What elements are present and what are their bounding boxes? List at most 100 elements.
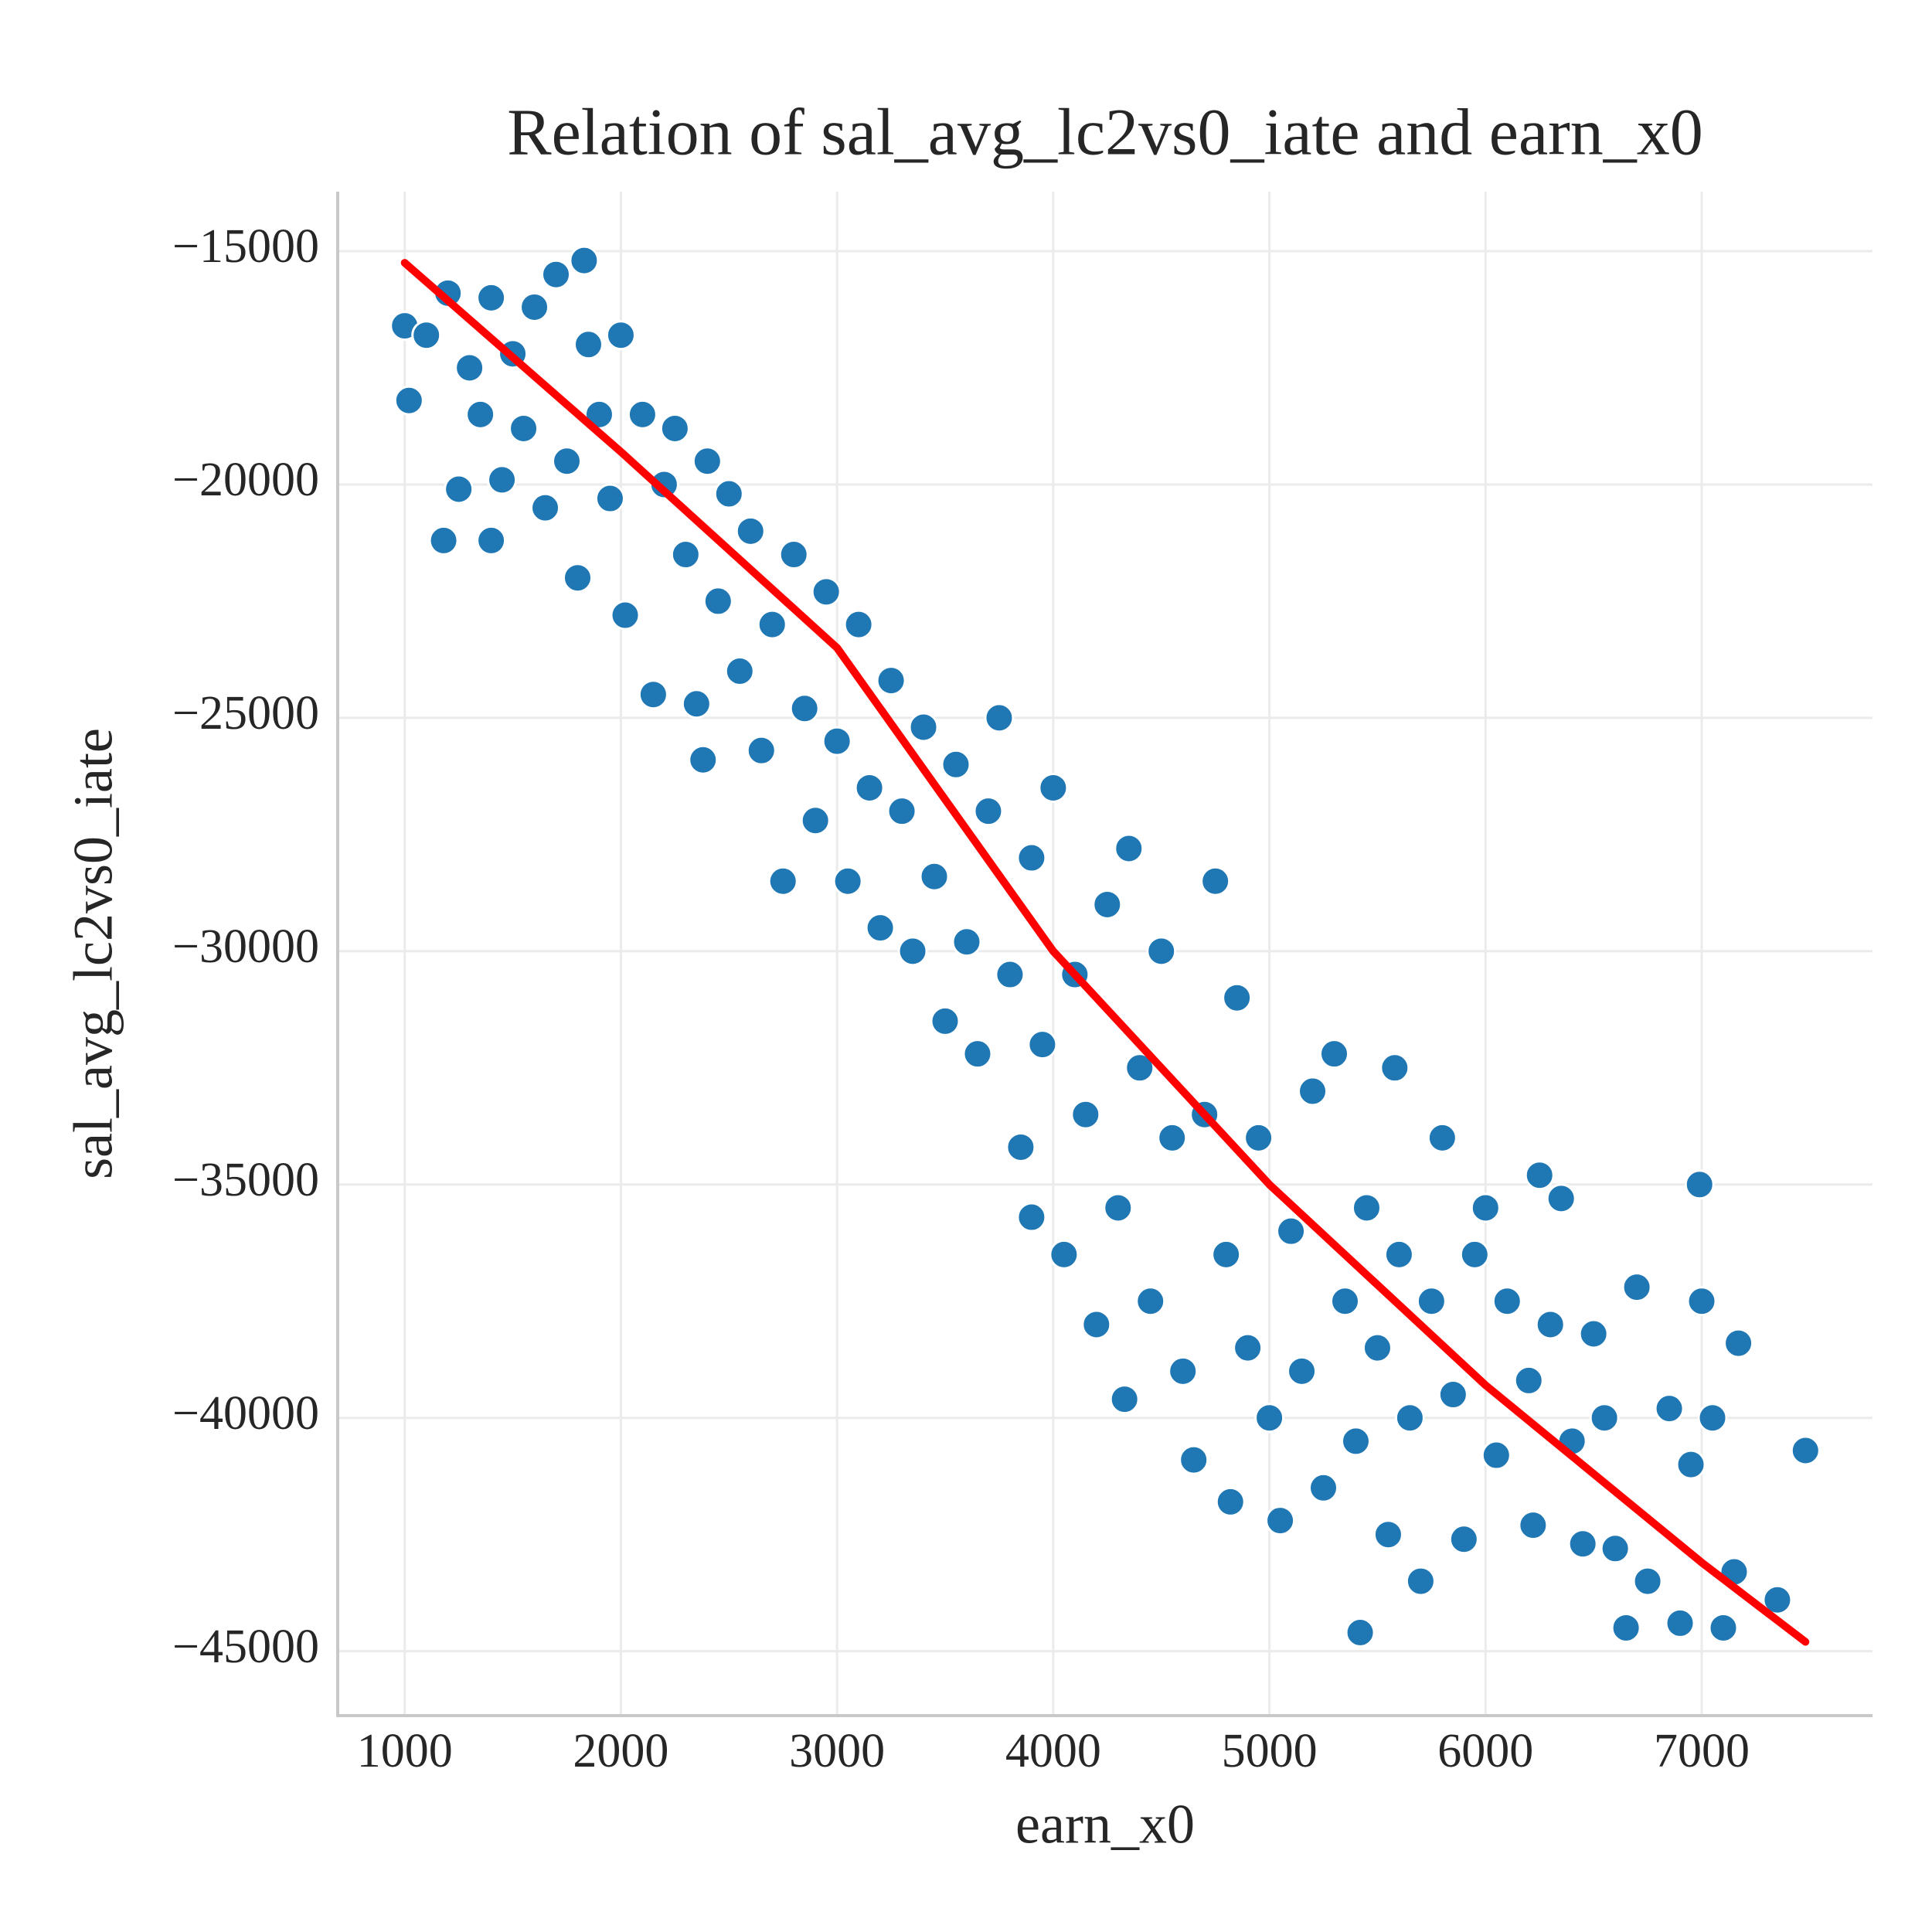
scatter-point [854,772,885,803]
scatter-point [973,796,1004,827]
scatter-point [569,245,600,276]
y-tick-label: −30000 [172,920,319,973]
x-tick-label: 5000 [1222,1725,1318,1777]
scatter-point [1513,1365,1544,1396]
scatter-point [1276,1216,1307,1247]
scatter-point [1157,1122,1188,1153]
scatter-point [692,446,723,477]
scatter-point [573,329,604,360]
scatter-point [552,446,583,477]
scatter-point [735,515,766,546]
scatter-point [1632,1566,1663,1597]
x-tick-label: 7000 [1654,1725,1750,1777]
x-axis-label: earn_x0 [1015,1794,1195,1855]
scatter-point [1600,1533,1631,1564]
scatter-point [454,352,485,383]
scatter-point [962,1039,993,1070]
scatter-point [1146,936,1177,967]
scatter-point [1675,1449,1706,1480]
scatter-point [1567,1529,1598,1560]
scatter-point [1038,772,1069,803]
scatter-point [1470,1192,1501,1223]
scatter-point [1114,833,1145,864]
scatter-point [1092,889,1123,920]
scatter-point [605,320,636,351]
scatter-point [1654,1393,1685,1424]
scatter-point [757,609,787,640]
scatter-point [1697,1403,1728,1434]
scatter-point [1372,1519,1403,1550]
scatter-point [1340,1426,1371,1457]
y-axis-label: sal_avg_lc2vs0_iate [63,728,124,1179]
scatter-point [1723,1328,1754,1359]
scatter-point [1589,1403,1620,1434]
scatter-point [995,959,1026,990]
scatter-point [1383,1239,1414,1270]
scatter-point [1416,1286,1447,1317]
tick-labels: 1000 2000 3000 4000 5000 6000 7000 −15000 −20000… [172,220,1750,1777]
scatter-point [1005,1131,1036,1162]
scatter-point [1535,1309,1566,1340]
scatter-point [865,913,896,944]
scatter-point [1222,982,1253,1013]
scatter-point [1135,1286,1166,1317]
y-tick-label: −40000 [172,1387,319,1440]
scatter-point [897,936,928,967]
scatter-point [509,413,539,444]
scatter-point [1081,1309,1112,1340]
scatter-point [1405,1566,1436,1597]
scatter-point [476,282,507,313]
scatter-point [919,861,950,892]
scatter-point [530,492,561,523]
scatter-point [411,320,442,351]
scatter-point [724,655,755,686]
scatter-point [1329,1286,1360,1317]
scatter-point [1168,1355,1199,1386]
scatter-point [1179,1444,1209,1475]
scatter-point [1362,1332,1393,1363]
scatter-point [519,291,550,322]
y-tick-label: −15000 [172,220,319,273]
y-tick-label: −45000 [172,1621,319,1673]
scatter-point [713,478,744,509]
y-tick-label: −35000 [172,1154,319,1206]
scatter-point [1686,1286,1717,1317]
scatter-point [778,539,809,570]
scatter-point [1437,1379,1468,1410]
fit-line [400,259,1810,1646]
scatter-point [562,563,593,594]
x-tick-label: 4000 [1005,1725,1101,1777]
scatter-point [1790,1435,1821,1466]
scatter-point [465,399,496,430]
scatter-point [1287,1355,1318,1386]
scatter-point [951,927,982,957]
scatter-point [1124,1053,1155,1083]
scatter-point [428,525,459,556]
scatter-point [1578,1318,1609,1349]
scatter-point [821,726,852,757]
x-tick-label: 1000 [357,1725,453,1777]
scatter-point [1345,1617,1376,1648]
scatter-point [746,735,777,766]
scatter-point [984,702,1015,733]
scatter-point [627,399,658,430]
scatter-point [767,866,798,896]
scatter-point [1243,1122,1274,1153]
scatter-point [811,577,842,607]
scatter-point [1448,1524,1479,1555]
scatter-point [876,665,906,696]
scatter-point [541,259,572,290]
scatter-point [702,586,733,617]
scatter-point [886,796,917,827]
scatter-point [1070,1099,1101,1130]
scatter-point [1211,1239,1242,1270]
scatter-point [1319,1039,1350,1070]
scatter-point [1621,1272,1652,1303]
scatter-point [688,744,719,775]
scatter-point [393,385,424,416]
scatter-point [908,712,939,743]
scatter-point [1684,1169,1715,1200]
scatter-point [610,600,641,631]
scatter-point [1109,1384,1140,1415]
